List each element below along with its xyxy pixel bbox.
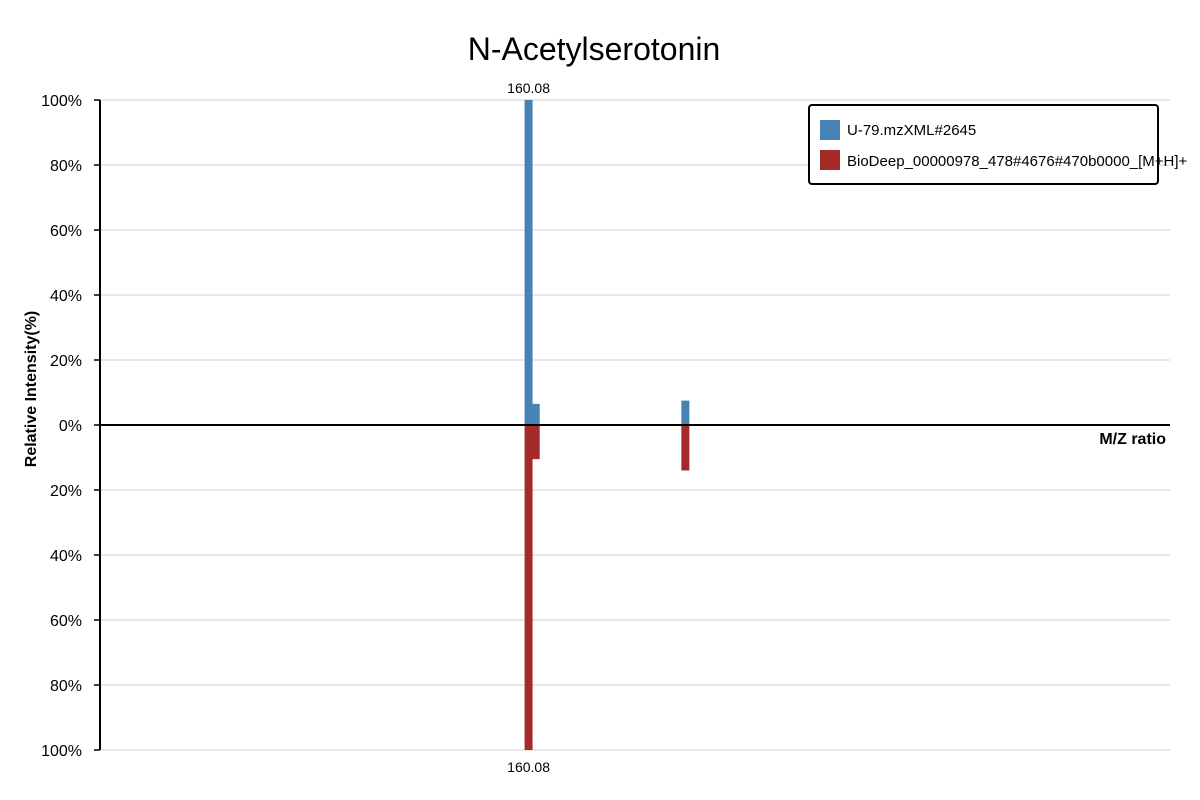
x-axis-title: M/Z ratio (1099, 431, 1166, 448)
query-peak-bar (532, 404, 540, 425)
y-tick-label: 20% (50, 353, 82, 370)
chart-title: N-Acetylserotonin (468, 31, 721, 67)
axes (100, 100, 1170, 750)
legend-box (809, 105, 1158, 184)
legend-label-query: U-79.mzXML#2645 (847, 122, 976, 139)
reference-peak-bar (681, 425, 689, 471)
y-tick-label: 60% (50, 223, 82, 240)
y-tick-label: 0% (59, 418, 82, 435)
query-peak-label: 160.08 (507, 80, 550, 96)
legend-swatch-reference (820, 150, 840, 170)
y-tick-label: 80% (50, 678, 82, 695)
query-peak-bar (681, 401, 689, 425)
y-tick-label: 100% (41, 93, 82, 110)
y-tick-label: 80% (50, 158, 82, 175)
reference-peak-bar (532, 425, 540, 459)
y-tick-label: 40% (50, 288, 82, 305)
y-tick-label: 40% (50, 548, 82, 565)
y-axis-title: Relative Intensity(%) (23, 311, 40, 467)
legend: U-79.mzXML#2645 BioDeep_00000978_478#467… (809, 105, 1188, 184)
reference-peak-bar (525, 425, 533, 750)
query-peak-bar (525, 100, 533, 425)
legend-label-reference: BioDeep_00000978_478#4676#470b0000_[M+H]… (847, 153, 1188, 170)
reference-peak-label: 160.08 (507, 759, 550, 775)
y-tick-label: 20% (50, 483, 82, 500)
y-tick-label: 100% (41, 743, 82, 760)
legend-swatch-query (820, 120, 840, 140)
y-tick-label: 60% (50, 613, 82, 630)
tick-labels: 100% 80% 60% 40% 20% 0% 20% 40% 60% 80% 100% 160.08… (41, 80, 550, 775)
